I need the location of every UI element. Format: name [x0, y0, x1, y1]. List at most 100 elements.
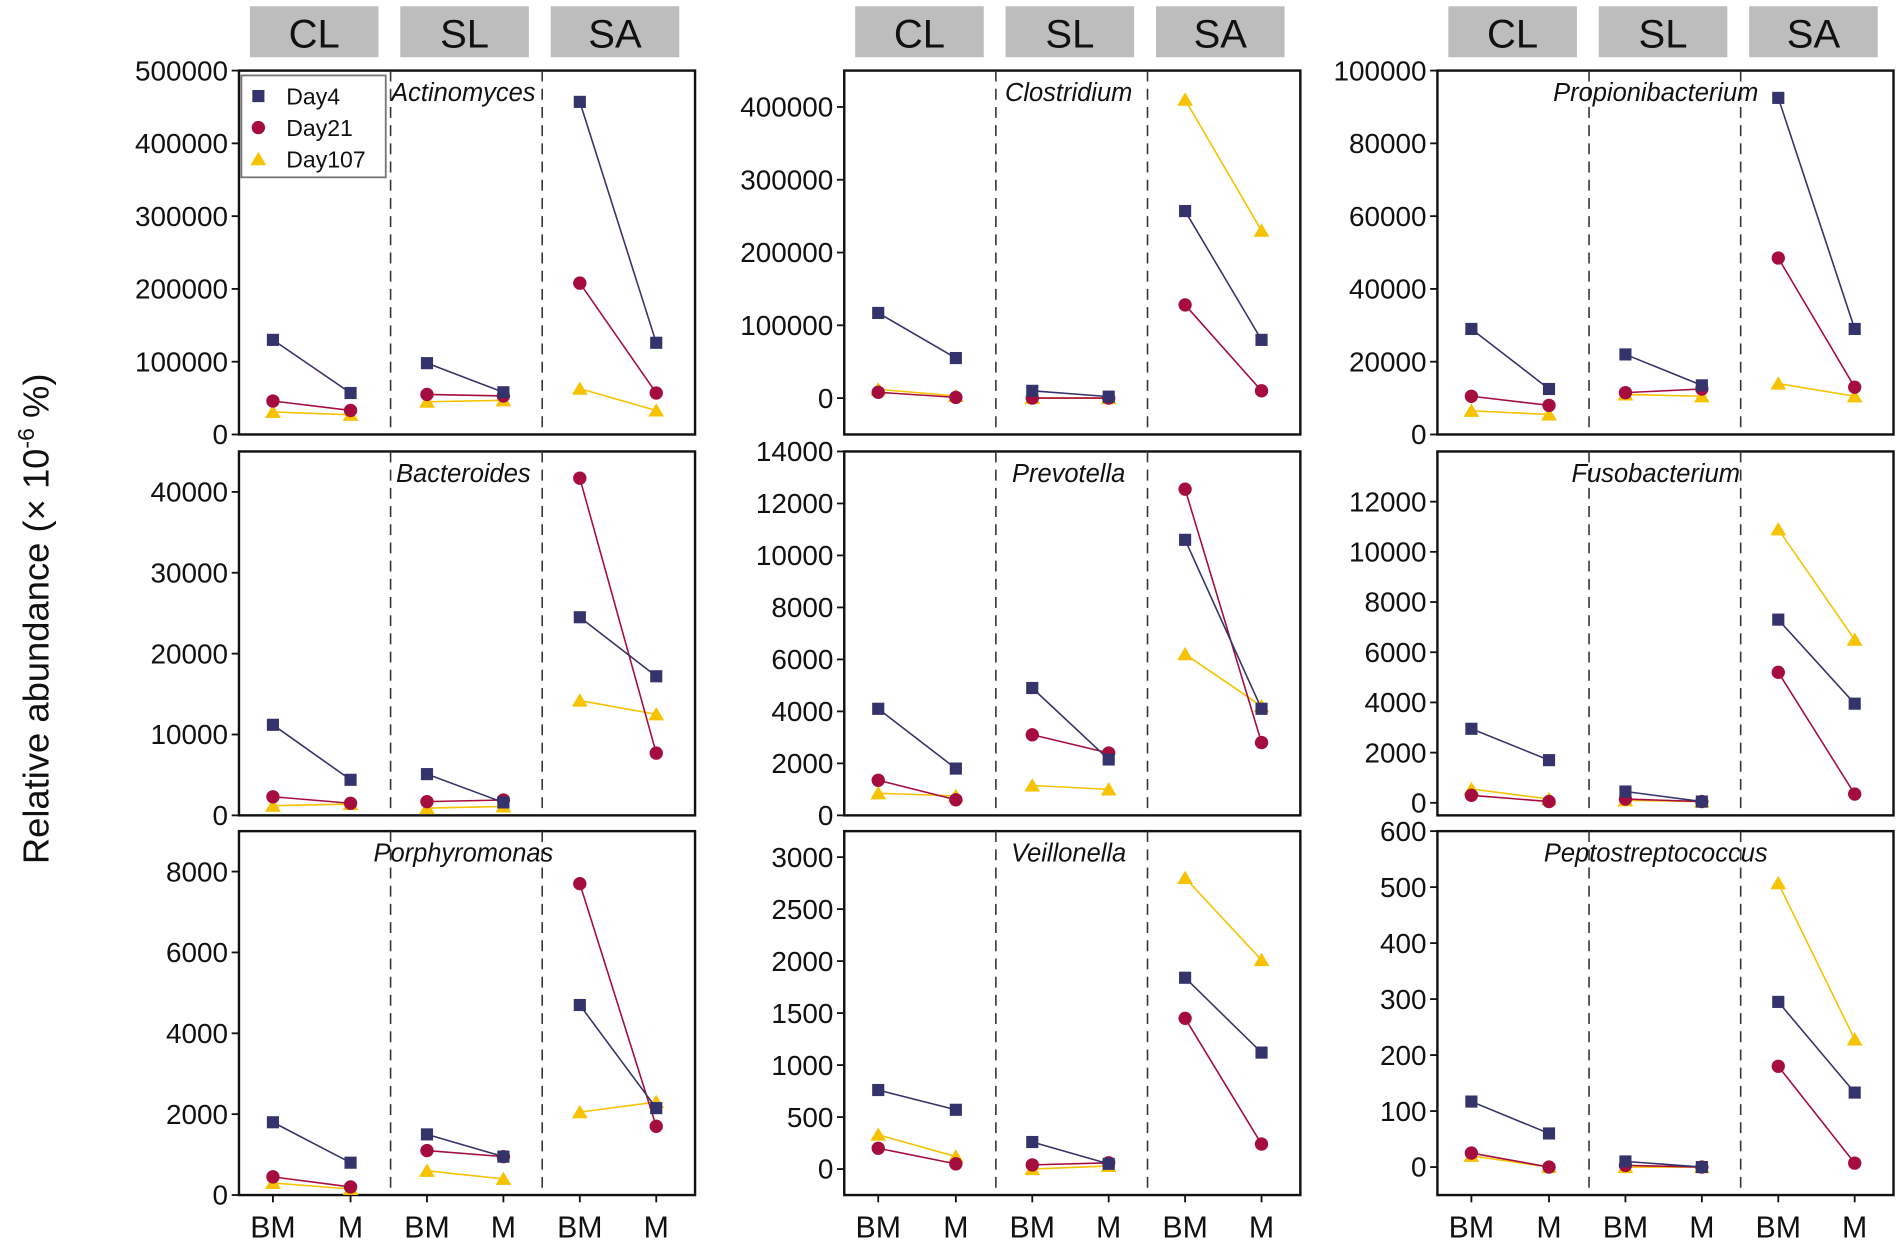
series-line-day21 — [1184, 1017, 1263, 1145]
data-point-day107 — [1770, 521, 1787, 536]
data-point-day21 — [871, 1141, 885, 1155]
legend-label: Day21 — [286, 115, 353, 141]
panel-frame — [237, 450, 697, 817]
group-header-label: CL — [1487, 13, 1538, 57]
series-line-day4 — [1032, 1141, 1109, 1165]
panel-frame — [1436, 450, 1895, 817]
data-point-day21 — [1542, 398, 1556, 413]
y-tick-label: 30000 — [151, 557, 229, 588]
panel-title: Veillonella — [1011, 839, 1126, 867]
y-tick-label: 20000 — [151, 638, 229, 669]
data-point-day21 — [1771, 1059, 1785, 1073]
series-line-day21 — [1777, 257, 1856, 388]
data-point-day21 — [1254, 384, 1269, 398]
data-point-day4 — [1848, 697, 1861, 710]
series-line-day21 — [1471, 1152, 1550, 1168]
series-line-day107 — [579, 1101, 657, 1113]
x-tick-label: BM — [250, 1211, 295, 1244]
data-point-day4 — [266, 1116, 279, 1129]
data-point-day4 — [1179, 533, 1192, 546]
data-point-day107 — [1177, 870, 1193, 884]
y-tick-label: 100 — [1380, 1096, 1427, 1127]
y-tick-label: 1000 — [771, 1050, 833, 1081]
y-tick-label: 2000 — [771, 748, 833, 779]
data-point-day21 — [1464, 1146, 1479, 1160]
data-point-day107 — [1024, 778, 1041, 792]
y-tick-label: 400 — [1380, 928, 1427, 959]
data-point-day4 — [1026, 1135, 1039, 1149]
legend-label: Day107 — [286, 147, 365, 173]
panel-frame — [1436, 829, 1895, 1197]
y-tick-label: 40000 — [1349, 274, 1427, 305]
series-line-day4 — [272, 1121, 351, 1164]
series-line-day4 — [426, 362, 504, 394]
y-tick-label: 2000 — [771, 946, 833, 977]
y-tick-label: 0 — [1411, 788, 1427, 819]
panel-fusobacterium: 0 2000 4000 6000 8000 10000 12000 Fusobacterium — [1349, 450, 1895, 819]
data-point-day4 — [1026, 681, 1039, 695]
series-line-day4 — [1625, 353, 1703, 387]
data-point-day107 — [1846, 1032, 1863, 1046]
y-tick-label: 12000 — [756, 488, 834, 519]
x-tick-label: BM — [1756, 1211, 1801, 1244]
data-point-day21 — [1848, 787, 1862, 801]
data-point-day21 — [1848, 1156, 1862, 1170]
data-point-day21 — [420, 387, 434, 402]
series-line-day21 — [878, 1147, 957, 1165]
data-point-day107 — [1693, 388, 1710, 403]
data-point-day21 — [949, 793, 963, 807]
data-point-day21 — [1771, 665, 1785, 679]
y-tick-label: 8000 — [166, 856, 228, 887]
x-tick-label: M — [644, 1211, 669, 1244]
series-line-day4 — [877, 708, 957, 770]
group-header-label: SL — [1639, 13, 1688, 57]
data-point-day4 — [949, 351, 962, 365]
data-point-day21 — [871, 385, 885, 399]
y-tick-label: 200 — [1380, 1040, 1427, 1071]
data-point-day4 — [573, 95, 586, 108]
y-tick-label: 14000 — [756, 436, 834, 467]
series-line-day107 — [272, 411, 351, 416]
data-point-day21 — [649, 1119, 663, 1133]
data-point-day4 — [650, 670, 663, 683]
series-line-day21 — [1471, 395, 1550, 407]
y-tick-label: 2500 — [771, 894, 833, 925]
series-line-day21 — [1625, 798, 1702, 803]
series-line-day4 — [579, 616, 657, 677]
panel-title: Porphyromonas — [373, 839, 553, 867]
data-point-day107 — [419, 1163, 435, 1177]
panel-porphyromonas: 0 2000 4000 6000 8000 Porphyromonas BM M BM M BM M — [166, 829, 697, 1244]
data-point-day4 — [344, 386, 357, 400]
x-tick-label: BM — [855, 1211, 900, 1244]
panel-title: Prevotella — [1012, 460, 1125, 488]
series-line-day107 — [426, 805, 504, 809]
data-point-day4 — [1179, 971, 1192, 984]
series-line-day4 — [1471, 728, 1550, 761]
series-line-day4 — [1184, 977, 1263, 1054]
x-tick-label: BM — [404, 1211, 449, 1244]
series-line-day21 — [878, 779, 957, 801]
y-tick-label: 6000 — [1364, 637, 1426, 668]
y-tick-label: 400000 — [135, 128, 228, 159]
y-tick-label: 0 — [818, 1154, 834, 1185]
data-point-day4 — [344, 773, 357, 786]
panel-frame — [1436, 69, 1895, 436]
series-line-day4 — [1625, 790, 1702, 803]
data-point-day21 — [420, 794, 434, 809]
y-tick-label: 10000 — [1349, 537, 1427, 568]
data-point-day4 — [497, 1150, 510, 1163]
y-tick-label: 200000 — [135, 274, 228, 305]
data-point-day107 — [648, 403, 665, 417]
data-point-day4 — [1465, 322, 1478, 336]
data-point-day4 — [872, 1083, 885, 1097]
data-point-day21 — [1464, 788, 1479, 802]
y-tick-label: 20000 — [1349, 346, 1427, 377]
data-point-day4 — [1179, 204, 1192, 218]
y-tick-label: 2000 — [1364, 737, 1426, 768]
series-line-day107 — [878, 792, 956, 797]
series-line-day4 — [272, 724, 352, 781]
y-tick-label: 10000 — [151, 719, 229, 750]
data-point-day4 — [266, 333, 279, 346]
y-tick-label: 500000 — [135, 55, 228, 86]
